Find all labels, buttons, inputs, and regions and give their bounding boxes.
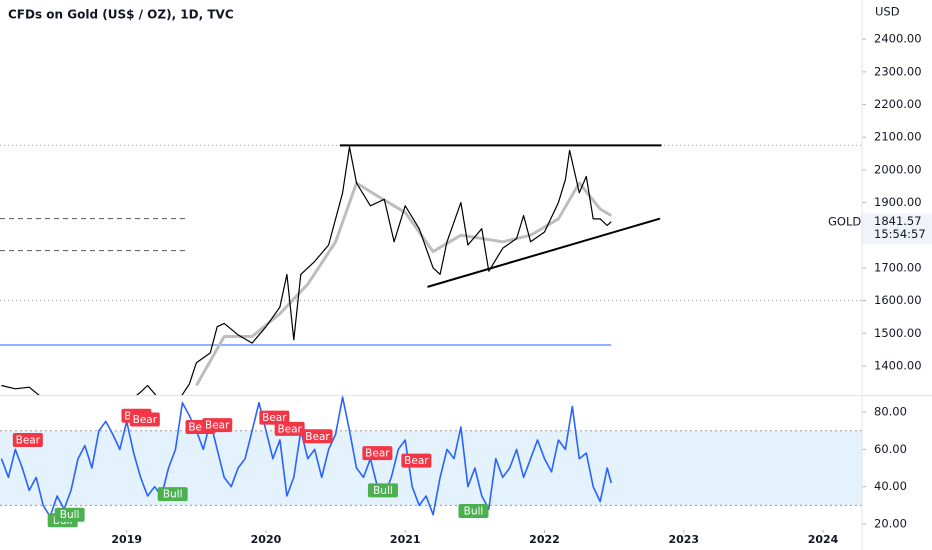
trend-line xyxy=(427,217,661,288)
signal-marker xyxy=(302,429,333,444)
y-tick-label: 2100.00 xyxy=(874,130,922,144)
countdown: 15:54:57 xyxy=(874,227,926,241)
symbol-label: GOLD xyxy=(828,215,861,229)
y-tick-label: 1600.00 xyxy=(874,293,922,307)
signal-marker xyxy=(401,453,432,468)
signal-marker xyxy=(54,507,85,522)
price-box xyxy=(862,213,932,244)
signal-marker xyxy=(12,433,43,448)
signal-marker xyxy=(157,487,188,502)
signal-marker xyxy=(129,412,160,427)
x-tick-label: 2020 xyxy=(251,533,282,546)
x-tick-label: 2023 xyxy=(668,533,699,546)
signal-label: Bear xyxy=(205,420,230,432)
y-tick-label: 60.00 xyxy=(874,442,907,456)
signal-marker xyxy=(274,421,305,436)
signal-label: Bear xyxy=(133,414,158,426)
chart-title: CFDs on Gold (US$ / OZ), 1D, TVC xyxy=(8,8,234,22)
y-tick-label: 1900.00 xyxy=(874,195,922,209)
signal-label: Bear xyxy=(16,435,41,447)
signal-label: Bull xyxy=(60,509,80,521)
y-tick-label: 1700.00 xyxy=(874,260,922,274)
x-tick-label: 2019 xyxy=(111,533,142,546)
signal-label: Bear xyxy=(305,431,330,443)
y-tick-label: 2400.00 xyxy=(874,32,922,46)
signal-marker xyxy=(202,418,233,433)
signal-marker xyxy=(458,503,489,518)
y-tick-label: 2300.00 xyxy=(874,64,922,78)
x-tick-label: 2022 xyxy=(529,533,560,546)
last-price: 1841.57 xyxy=(874,214,922,228)
y-tick-label: 20.00 xyxy=(874,517,907,531)
band xyxy=(0,430,862,506)
signal-label: Bear xyxy=(277,423,302,435)
signal-label: Bear xyxy=(365,448,390,460)
signal-label: Bull xyxy=(373,485,393,497)
y-tick-label: 1400.00 xyxy=(874,358,922,372)
panel xyxy=(0,396,862,518)
y-tick-label: 1500.00 xyxy=(874,326,922,340)
y-axis-label: USD xyxy=(875,5,900,19)
y-tick-label: 80.00 xyxy=(874,405,907,419)
y-tick-label: 2000.00 xyxy=(874,162,922,176)
series-line xyxy=(195,181,613,387)
y-tick-label: 2200.00 xyxy=(874,97,922,111)
signal-marker xyxy=(367,483,398,498)
signal-label: Bull xyxy=(163,489,183,501)
x-tick-label: 2024 xyxy=(808,533,839,546)
signal-marker xyxy=(259,410,290,425)
y-tick-label: 40.00 xyxy=(874,479,907,493)
signal-marker xyxy=(362,446,393,461)
signal-label: Bear xyxy=(262,412,287,424)
signal-label: Bear xyxy=(404,455,429,467)
series-line xyxy=(1,146,612,395)
panel xyxy=(0,144,862,395)
series-line xyxy=(0,396,613,518)
signal-label: Bull xyxy=(464,505,484,517)
x-tick-label: 2021 xyxy=(390,533,421,546)
